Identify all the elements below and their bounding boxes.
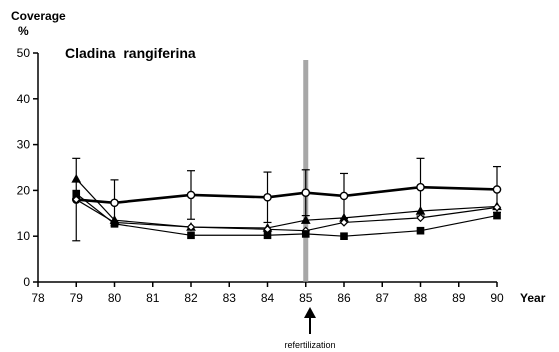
x-tick-label: 87: [376, 291, 390, 305]
data-point: [186, 190, 196, 200]
x-tick-label: 80: [108, 291, 122, 305]
x-tick-label: 85: [299, 291, 313, 305]
chart-title: Cladina rangiferina: [65, 45, 196, 61]
data-point: [72, 195, 81, 204]
refertilization-label: refertilization: [284, 340, 335, 350]
series-layer: [71, 157, 502, 242]
series-4: [72, 189, 501, 240]
y-tick-label: 30: [17, 138, 31, 152]
series-line: [75, 178, 498, 229]
series-1: [71, 157, 502, 242]
series-line: [75, 193, 498, 237]
data-point: [72, 189, 81, 198]
data-point: [492, 185, 502, 194]
data-point: [416, 182, 425, 192]
data-point: [340, 232, 348, 240]
data-point: [186, 222, 196, 232]
data-point: [339, 191, 349, 201]
x-tick-label: 83: [223, 291, 237, 305]
y-tick-label: 10: [17, 229, 31, 243]
x-tick-label: 79: [70, 291, 84, 305]
data-point: [110, 198, 119, 208]
refertilization-arrow: [304, 307, 316, 334]
data-point: [71, 173, 82, 183]
data-point: [416, 213, 425, 223]
x-tick-label: 89: [452, 291, 466, 305]
y-axis-title: Coverage: [11, 9, 66, 23]
y-axis: 0 10 20 30 40 50: [17, 46, 39, 289]
data-point: [300, 215, 311, 224]
data-point: [301, 188, 311, 197]
y-tick-label: 20: [17, 183, 31, 197]
y-tick-label: 40: [17, 92, 31, 106]
data-point: [301, 230, 310, 238]
x-axis: 78 79 80 81 82 83 84 85 86 87 88 89 90: [31, 281, 504, 305]
series-2: [71, 173, 502, 232]
x-ticks: 78 79 80 81 82 83 84 85 86 87 88 89 90: [31, 282, 504, 305]
series-line: [76, 185, 498, 205]
x-tick-label: 90: [490, 291, 504, 305]
data-point: [263, 192, 272, 202]
data-point: [187, 231, 195, 240]
data-point: [416, 226, 425, 235]
data-point: [339, 218, 349, 227]
y-tick-label: 0: [23, 275, 30, 289]
x-tick-label: 82: [184, 291, 198, 305]
x-tick-label: 78: [31, 291, 45, 305]
series-line: [75, 199, 498, 232]
data-point: [263, 231, 272, 240]
data-point: [493, 211, 501, 220]
y-axis-unit: %: [18, 24, 29, 38]
series-3: [72, 195, 502, 235]
data-point: [492, 203, 502, 212]
x-tick-label: 81: [146, 291, 160, 305]
x-tick-label: 84: [261, 291, 275, 305]
x-tick-label: 86: [337, 291, 351, 305]
y-ticks: 0 10 20 30 40 50: [17, 46, 38, 289]
data-point: [110, 220, 119, 228]
y-tick-label: 50: [17, 46, 31, 60]
x-axis-title: Year: [520, 291, 546, 305]
x-tick-label: 88: [414, 291, 428, 305]
